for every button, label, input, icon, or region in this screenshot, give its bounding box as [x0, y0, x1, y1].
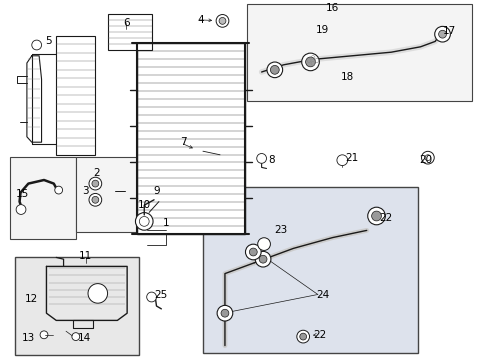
Text: 23: 23 — [274, 225, 287, 235]
Text: 14: 14 — [77, 333, 91, 343]
Circle shape — [40, 331, 48, 339]
Bar — [10, 157, 76, 239]
Text: 22: 22 — [379, 213, 392, 223]
Circle shape — [249, 248, 257, 256]
Text: 11: 11 — [79, 251, 92, 261]
Text: 12: 12 — [25, 294, 39, 304]
Circle shape — [92, 180, 99, 187]
Bar — [107, 14, 151, 50]
Text: 15: 15 — [15, 189, 29, 199]
Text: 10: 10 — [138, 200, 150, 210]
Text: 22: 22 — [313, 330, 326, 340]
Circle shape — [256, 153, 266, 163]
Circle shape — [371, 211, 381, 221]
Circle shape — [221, 309, 228, 317]
Circle shape — [434, 26, 449, 42]
Circle shape — [245, 244, 261, 260]
Text: 25: 25 — [154, 290, 168, 300]
Circle shape — [259, 255, 266, 263]
Text: 9: 9 — [153, 186, 160, 196]
Circle shape — [139, 216, 149, 226]
Circle shape — [92, 196, 99, 203]
Bar — [15, 257, 139, 355]
Text: 4: 4 — [197, 15, 203, 25]
Circle shape — [16, 204, 26, 215]
Text: 21: 21 — [345, 153, 358, 163]
Bar — [76, 157, 144, 232]
Circle shape — [55, 186, 62, 194]
Circle shape — [424, 155, 430, 161]
Text: 6: 6 — [122, 18, 129, 28]
Circle shape — [301, 53, 319, 71]
Bar — [203, 187, 417, 353]
Circle shape — [255, 251, 270, 267]
Circle shape — [72, 333, 80, 341]
Circle shape — [367, 207, 385, 225]
Circle shape — [216, 14, 228, 27]
Circle shape — [89, 177, 102, 190]
Text: 7: 7 — [180, 137, 186, 147]
Text: 3: 3 — [82, 186, 89, 196]
Circle shape — [266, 62, 282, 78]
Bar — [246, 4, 471, 101]
Text: 16: 16 — [325, 3, 339, 13]
Text: 5: 5 — [45, 36, 52, 46]
Circle shape — [336, 155, 347, 166]
Circle shape — [32, 40, 41, 50]
Circle shape — [88, 284, 107, 303]
Circle shape — [270, 66, 279, 74]
Text: 17: 17 — [442, 26, 456, 36]
Bar — [56, 36, 95, 155]
Circle shape — [217, 305, 232, 321]
Circle shape — [135, 213, 153, 230]
Text: 19: 19 — [315, 24, 329, 35]
Bar — [137, 43, 244, 234]
Circle shape — [257, 238, 270, 251]
Text: 8: 8 — [267, 155, 274, 165]
Text: 1: 1 — [163, 218, 169, 228]
Text: 18: 18 — [340, 72, 353, 82]
Circle shape — [299, 333, 306, 340]
Text: 24: 24 — [315, 290, 329, 300]
Circle shape — [296, 330, 309, 343]
Circle shape — [421, 151, 433, 164]
Text: 20: 20 — [418, 155, 431, 165]
Circle shape — [438, 30, 446, 38]
Circle shape — [305, 57, 315, 67]
Text: 13: 13 — [21, 333, 35, 343]
Circle shape — [89, 193, 102, 206]
Text: 2: 2 — [93, 168, 100, 178]
Circle shape — [146, 292, 156, 302]
Circle shape — [219, 17, 225, 24]
